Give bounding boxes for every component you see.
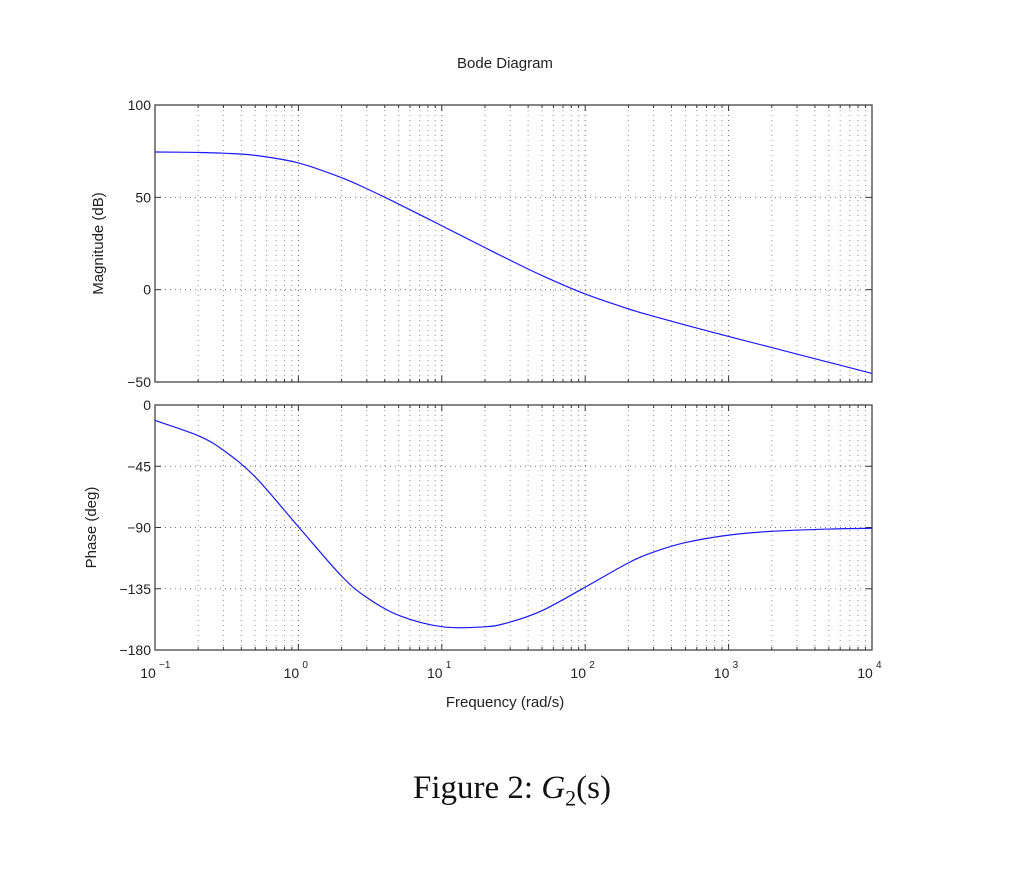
x-tick-exponent: 0 — [302, 660, 308, 671]
x-tick-label: 10 — [427, 665, 443, 681]
y-tick-label: −180 — [119, 642, 151, 658]
x-tick-label: 10 — [140, 665, 156, 681]
y-axis-label: Magnitude (dB) — [90, 192, 107, 295]
plot-frame — [154, 404, 873, 651]
y-axis-label: Phase (deg) — [83, 487, 100, 569]
caption-symbol: G — [541, 770, 566, 806]
x-tick-exponent: 1 — [446, 660, 452, 671]
x-tick-label: 10 — [570, 665, 586, 681]
y-tick-label: 50 — [135, 189, 151, 205]
y-tick-label: 0 — [143, 282, 151, 298]
x-tick-exponent: 4 — [876, 660, 882, 671]
x-tick-label: 10 — [284, 665, 300, 681]
y-tick-label: −50 — [127, 374, 151, 390]
y-tick-label: −135 — [119, 581, 151, 597]
phase-curve — [154, 419, 873, 629]
panel-magnitude: 100 50 0 −50 Magnitude (dB) — [90, 97, 873, 390]
magnitude-curve — [154, 151, 873, 374]
x-axis-label: Frequency (rad/s) — [446, 694, 564, 711]
y-tick-label: −90 — [127, 520, 151, 536]
chart-title: Bode Diagram — [457, 55, 553, 72]
x-tick-label: 10 — [857, 665, 873, 681]
x-tick-exponent: −1 — [159, 660, 171, 671]
plot-frame — [154, 104, 873, 383]
caption-subscript: 2 — [565, 785, 577, 811]
x-tick-exponent: 2 — [589, 660, 595, 671]
figure-caption: Figure 2: G2(s) — [0, 770, 1024, 812]
x-tick-exponent: 3 — [733, 660, 739, 671]
y-tick-label: −45 — [127, 458, 151, 474]
caption-arg: (s) — [576, 770, 611, 806]
x-tick-label: 10 — [714, 665, 730, 681]
y-tick-label: 0 — [143, 397, 151, 413]
y-tick-label: 100 — [128, 97, 152, 113]
caption-prefix: Figure 2: — [413, 770, 542, 806]
